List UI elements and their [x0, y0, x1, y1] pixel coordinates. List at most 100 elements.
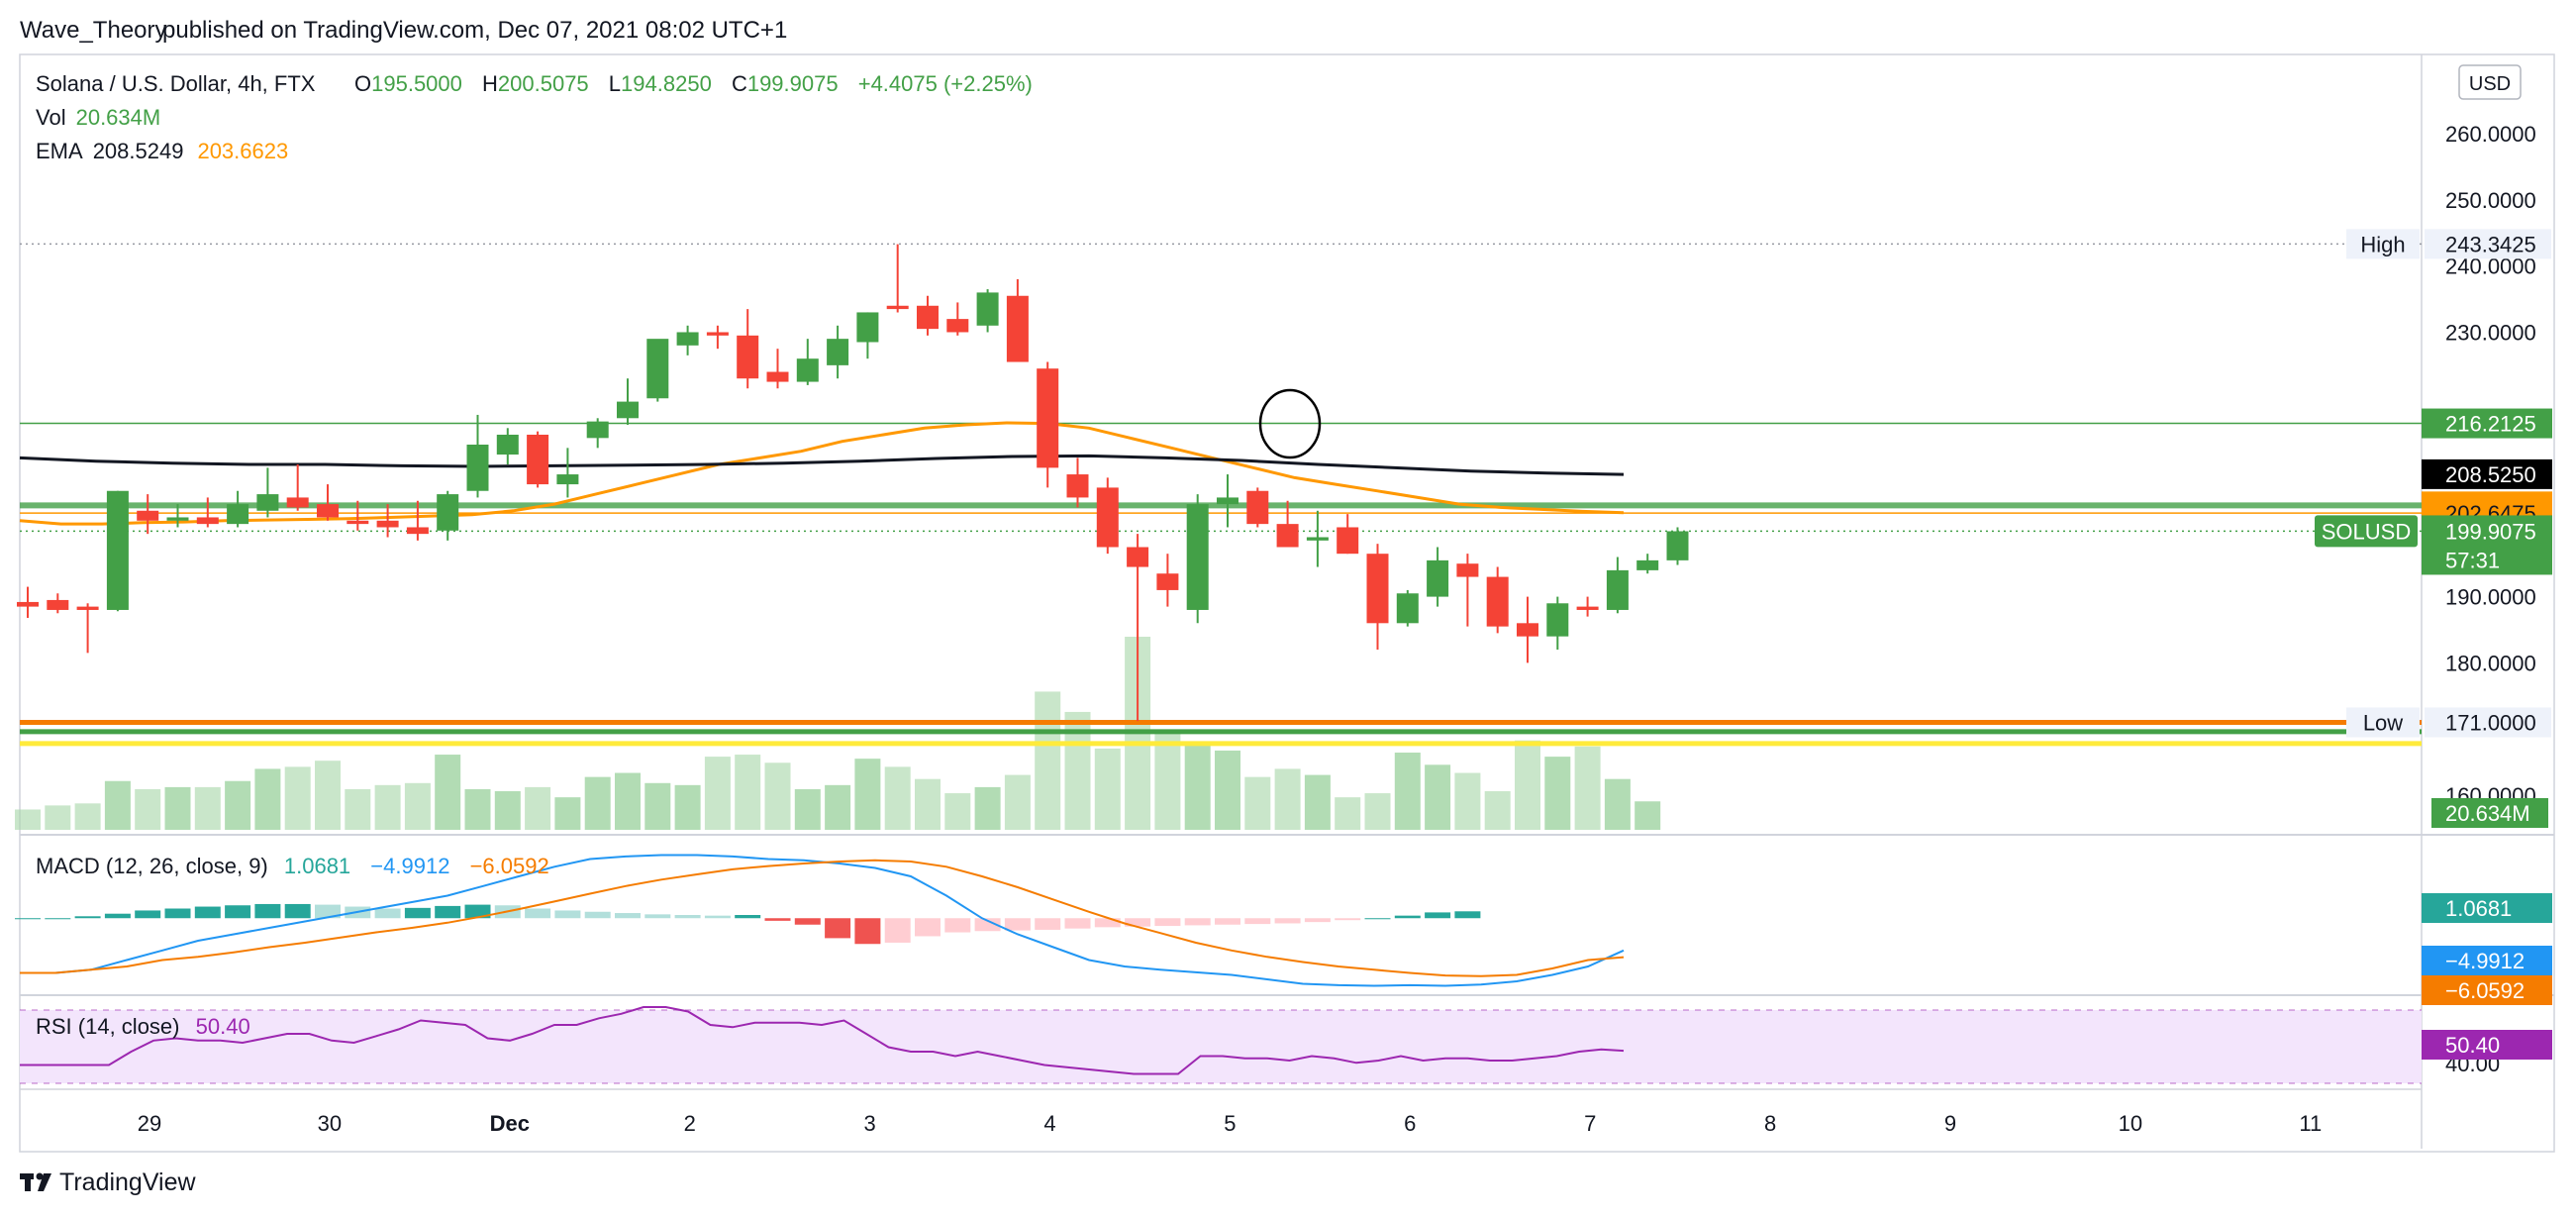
- volume-bar: [1184, 744, 1211, 830]
- macd-tag-label: −4.9912: [2445, 949, 2525, 973]
- volume-bar: [135, 788, 161, 830]
- volume-bar: [1604, 778, 1631, 830]
- candle-body: [1246, 490, 1269, 525]
- low-label-bg: [2346, 707, 2420, 738]
- candle-body: [1006, 295, 1029, 362]
- candle-body: [1186, 504, 1209, 610]
- macd-hist-bar: [1364, 918, 1391, 920]
- candle-body: [106, 490, 129, 610]
- legend: Solana / U.S. Dollar, 4h, FTX O195.5000 …: [36, 71, 1033, 1039]
- candle-body: [827, 339, 849, 365]
- volume-bar: [615, 772, 641, 830]
- candle-body: [1396, 593, 1419, 624]
- time-tick: 5: [1224, 1111, 1236, 1136]
- legend-macd: MACD (12, 26, close, 9) 1.0681 −4.9912 −…: [36, 854, 549, 878]
- header-published: published on TradingView.com, Dec 07, 20…: [162, 17, 787, 44]
- candle-body: [1217, 497, 1238, 505]
- candle-body: [1636, 559, 1659, 570]
- macd-pane: 1.0681 −4.9912 −6.0592: [15, 854, 2552, 1005]
- volume-bar: [854, 759, 881, 830]
- macd-hist-bar: [404, 907, 431, 919]
- time-tick: 9: [1944, 1111, 1956, 1136]
- volume-bar: [15, 809, 41, 830]
- macd-tag: [2422, 893, 2552, 923]
- volume-bar: [435, 755, 461, 830]
- volume-bars: [15, 637, 1661, 830]
- macd-hist-bar: [435, 905, 461, 919]
- volume-bar: [825, 784, 851, 830]
- candle-body: [856, 312, 879, 343]
- price-axis[interactable]: 260.0000250.0000240.0000230.0000190.0000…: [2315, 122, 2552, 828]
- low-label: Low: [2363, 710, 2403, 735]
- horizontal-levels: [20, 243, 2422, 747]
- volume-bar: [404, 782, 431, 830]
- candle-body: [1427, 559, 1449, 597]
- legend-ohlc: O195.5000 H200.5075 L194.8250 C199.9075 …: [354, 71, 1033, 96]
- candle-body: [1666, 531, 1689, 560]
- volume-bar: [794, 788, 821, 830]
- volume-bar: [464, 788, 491, 830]
- macd-hist-bar: [764, 918, 791, 921]
- candle-body: [76, 606, 99, 610]
- time-tick: 6: [1404, 1111, 1416, 1136]
- candle-body: [406, 527, 429, 535]
- volume-bar: [1215, 750, 1240, 830]
- macd-hist-bar: [704, 915, 731, 919]
- time-tick: 30: [318, 1111, 342, 1136]
- volume-bar: [374, 784, 401, 830]
- macd-hist-bar: [854, 918, 881, 945]
- currency-button[interactable]: [2458, 64, 2522, 100]
- macd-hist-bar: [1244, 918, 1271, 925]
- macd-hist-bar: [1215, 918, 1240, 925]
- macd-hist-bar: [825, 918, 851, 939]
- header-author: Wave_Theory: [20, 17, 167, 44]
- macd-hist-bar: [1304, 918, 1331, 923]
- time-axis[interactable]: 29 30 Dec 2 3 4 5 6 7 8 9 10 11: [138, 1111, 2322, 1136]
- currency-button-label: USD: [2469, 73, 2511, 95]
- volume-bar: [884, 766, 911, 830]
- tradingview-logo[interactable]: TradingView: [20, 1168, 197, 1196]
- macd-hist-bar: [1035, 918, 1061, 930]
- volume-bar: [554, 797, 581, 830]
- rsi-tag: [2422, 1030, 2552, 1060]
- legend-ema: EMA 208.5249 203.6623: [36, 139, 288, 163]
- macd-hist-bar: [1274, 918, 1301, 924]
- macd-hist-bar: [884, 918, 911, 943]
- price-tag-label: 216.2125: [2445, 412, 2536, 437]
- candle-body: [1127, 547, 1149, 567]
- candle-body: [286, 497, 309, 508]
- legend-volume: Vol 20.634M: [36, 105, 160, 130]
- candle-body: [437, 494, 459, 531]
- macd-hist-bar: [225, 905, 251, 919]
- candle-body: [1517, 623, 1538, 637]
- macd-hist-bar: [15, 918, 41, 920]
- candle-body: [556, 474, 579, 485]
- time-tick: 10: [2119, 1111, 2142, 1136]
- macd-hist-bar: [644, 914, 671, 919]
- ema-slow-line: [19, 454, 1625, 476]
- volume-tag-label: 20.634M: [2445, 801, 2530, 826]
- candle-body: [737, 335, 759, 379]
- macd-hist-bar: [554, 910, 581, 919]
- macd-hist-bar: [584, 911, 611, 919]
- legend-rsi: RSI (14, close) 50.40: [36, 1014, 250, 1039]
- price-tick: 260.0000: [2445, 122, 2536, 147]
- macd-tag-label: 1.0681: [2445, 896, 2512, 921]
- candle-body: [976, 292, 999, 326]
- macd-hist-bar: [1335, 918, 1361, 921]
- candle-body: [946, 319, 969, 333]
- price-tick: 230.0000: [2445, 320, 2536, 345]
- macd-hist-bar: [974, 918, 1001, 932]
- symbol-tag: [2315, 515, 2418, 548]
- macd-hist-bar: [374, 908, 401, 919]
- macd-hist-bar: [615, 913, 641, 919]
- candle-body: [1306, 537, 1329, 541]
- candle-body: [527, 434, 549, 485]
- circle-annotation[interactable]: [1258, 388, 1322, 459]
- candle-body: [256, 494, 279, 511]
- high-label-bg: [2346, 229, 2420, 259]
- candle-body: [1337, 527, 1359, 555]
- price-tag: [2422, 408, 2552, 439]
